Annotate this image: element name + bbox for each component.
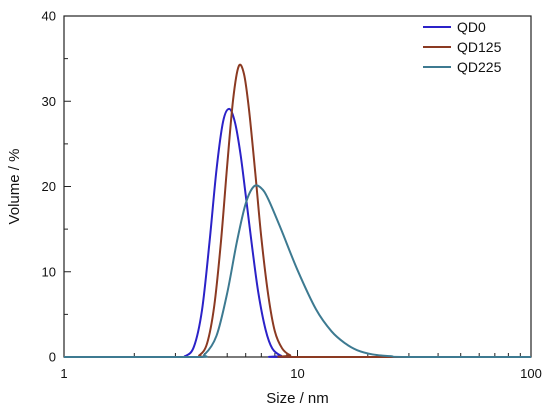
y-tick-label: 30 xyxy=(42,94,56,109)
x-tick-label: 1 xyxy=(60,366,67,381)
x-axis: 1 10 100 xyxy=(60,350,542,381)
legend: QD0 QD125 QD225 xyxy=(423,19,502,75)
y-tick-label: 20 xyxy=(42,179,56,194)
x-tick-label: 10 xyxy=(290,366,304,381)
series-line-qd225 xyxy=(64,184,531,359)
legend-label-qd0: QD0 xyxy=(457,19,486,35)
legend-label-qd125: QD125 xyxy=(457,39,502,55)
y-axis-label: Volume / % xyxy=(6,149,23,225)
y-tick-label: 10 xyxy=(42,264,56,279)
series-line-qd125 xyxy=(64,63,531,359)
legend-label-qd225: QD225 xyxy=(457,59,502,75)
y-tick-label: 0 xyxy=(49,350,56,365)
y-tick-label: 40 xyxy=(42,9,56,24)
x-axis-label: Size / nm xyxy=(266,390,329,407)
y-axis: 0 10 20 30 40 xyxy=(42,9,71,365)
series-layer xyxy=(64,63,531,359)
x-tick-label: 100 xyxy=(520,366,542,381)
series-line-qd0 xyxy=(64,107,531,359)
